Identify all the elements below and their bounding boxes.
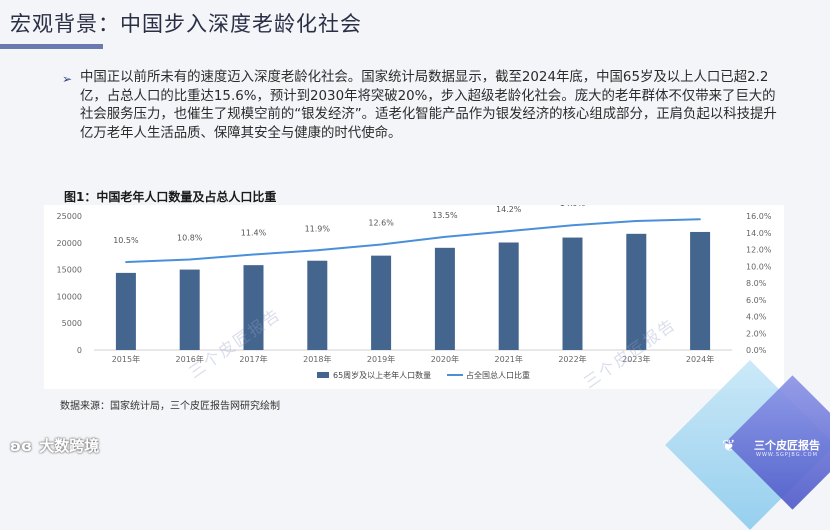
- bar: [434, 247, 455, 350]
- line-point: [507, 230, 510, 232]
- chart-title: 图1：中国老年人口数量及占总人口比重: [64, 190, 277, 204]
- bar: [115, 272, 136, 350]
- right-logo-text[interactable]: 三个皮匠报告: [754, 439, 820, 452]
- y-right-tick-label: 4.0%: [746, 313, 767, 322]
- y-left-tick-label: 25000: [57, 212, 82, 221]
- bullet-text: 中国正以前所未有的速度迈入深度老龄化社会。国家统计局数据显示，截至2024年底，…: [80, 70, 777, 141]
- x-tick-label: 2020年: [431, 354, 459, 364]
- line-data-label: 11.4%: [241, 229, 267, 238]
- line-point: [188, 258, 191, 261]
- y-left-tick-label: 5000: [62, 319, 82, 328]
- left-logo-text: 大数跨境: [39, 437, 100, 455]
- y-left-tick-label: 10000: [57, 292, 82, 301]
- legend-bar-label: 65周岁及以上老年人口数量: [333, 370, 431, 380]
- x-tick-label: 2022年: [558, 354, 586, 364]
- x-tick-label: 2015年: [112, 354, 140, 364]
- x-tick-label: 2023年: [622, 354, 650, 364]
- y-left-tick-label: 15000: [57, 266, 82, 275]
- x-tick-label: 2019年: [367, 354, 395, 364]
- line-point: [380, 243, 382, 246]
- y-right-tick-label: 12.0%: [746, 246, 772, 255]
- butterfly-icon: ʚɞ: [10, 437, 32, 455]
- line-data-label: 14.2%: [496, 205, 522, 214]
- bar: [371, 255, 392, 350]
- y-right-tick-label: 8.0%: [746, 279, 767, 288]
- line-point: [699, 218, 701, 221]
- bar: [307, 260, 328, 350]
- line-point: [571, 224, 574, 227]
- line-data-label: 10.8%: [177, 234, 203, 243]
- y-right-tick-label: 6.0%: [746, 296, 767, 305]
- slide-title: 宏观背景：中国步入深度老龄化社会: [10, 12, 362, 36]
- tulip-icon: ❦: [722, 436, 736, 455]
- line-data-label: 13.5%: [432, 211, 458, 220]
- chart-panel: 0 5000 10000 15000 20000 25000 0.0% 2.0% 4.0% 6.0…: [44, 205, 784, 389]
- bar: [626, 233, 647, 350]
- y-right-tick-label: 2.0%: [746, 329, 767, 338]
- x-tick-label: 2018年: [303, 354, 331, 364]
- bullet-paragraph: ➢ 中国正以前所未有的速度迈入深度老龄化社会。国家统计局数据显示，截至2024年…: [62, 69, 782, 143]
- x-tick-label: 2016年: [176, 354, 204, 364]
- line-data-label: 12.6%: [368, 218, 394, 227]
- line-point: [316, 249, 319, 252]
- arrow-bullet-icon: ➢: [62, 72, 73, 86]
- bar: [690, 231, 711, 350]
- line-series-path: [125, 218, 701, 264]
- legend-bar-swatch: [317, 372, 329, 378]
- left-logo[interactable]: ʚɞ 大数跨境: [10, 435, 99, 456]
- x-tick-label: 2017年: [239, 354, 267, 364]
- bar: [243, 265, 264, 350]
- line-data-label: 11.9%: [305, 224, 331, 233]
- line-point: [125, 261, 127, 263]
- bar: [498, 242, 519, 350]
- y-right-tick-label: 10.0%: [746, 262, 772, 271]
- data-source: 数据来源：国家统计局，三个皮匠报告网研究绘制: [60, 401, 280, 412]
- line-point: [252, 253, 255, 256]
- y-left-tick-label: 0: [77, 346, 82, 355]
- y-left-tick-label: 20000: [57, 239, 82, 248]
- line-data-label: 10.5%: [113, 236, 139, 245]
- line-point: [444, 236, 446, 238]
- line-data-label: 14.9%: [560, 205, 586, 208]
- line-point: [635, 220, 638, 222]
- y-right-tick-label: 0.0%: [746, 346, 767, 355]
- x-tick-label: 2021年: [495, 354, 523, 364]
- chart-svg: 0 5000 10000 15000 20000 25000 0.0% 2.0% 4.0% 6.0…: [57, 205, 772, 380]
- legend-line-label: 占全国总人口比重: [466, 370, 530, 380]
- bar: [562, 237, 583, 350]
- right-logo-url: WWW.SGPJBG.COM: [756, 452, 818, 458]
- x-tick-label: 2024年: [686, 354, 714, 364]
- y-right-tick-label: 16.0%: [746, 212, 772, 221]
- y-right-tick-label: 14.0%: [746, 229, 772, 238]
- title-underline: [0, 44, 103, 49]
- bar: [179, 269, 200, 350]
